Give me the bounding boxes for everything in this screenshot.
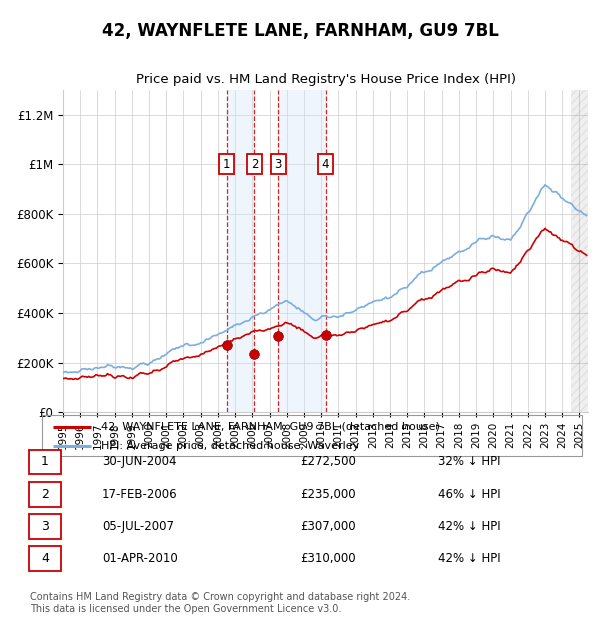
Text: Contains HM Land Registry data © Crown copyright and database right 2024.
This d: Contains HM Land Registry data © Crown c… bbox=[30, 592, 410, 614]
Text: 1: 1 bbox=[41, 456, 49, 468]
Text: 3: 3 bbox=[41, 520, 49, 533]
Text: 01-APR-2010: 01-APR-2010 bbox=[102, 552, 178, 565]
Text: 1: 1 bbox=[223, 158, 230, 170]
Text: 32% ↓ HPI: 32% ↓ HPI bbox=[438, 456, 500, 468]
Text: 42% ↓ HPI: 42% ↓ HPI bbox=[438, 552, 500, 565]
Text: 42% ↓ HPI: 42% ↓ HPI bbox=[438, 520, 500, 533]
Text: 46% ↓ HPI: 46% ↓ HPI bbox=[438, 488, 500, 500]
Text: 42, WAYNFLETE LANE, FARNHAM, GU9 7BL (detached house): 42, WAYNFLETE LANE, FARNHAM, GU9 7BL (de… bbox=[101, 422, 440, 432]
Text: 17-FEB-2006: 17-FEB-2006 bbox=[102, 488, 178, 500]
Text: £272,500: £272,500 bbox=[300, 456, 356, 468]
Text: £310,000: £310,000 bbox=[300, 552, 356, 565]
Text: 30-JUN-2004: 30-JUN-2004 bbox=[102, 456, 176, 468]
Text: HPI: Average price, detached house, Waverley: HPI: Average price, detached house, Wave… bbox=[101, 441, 359, 451]
Text: 2: 2 bbox=[251, 158, 258, 170]
Text: 4: 4 bbox=[41, 552, 49, 565]
Bar bbox=[227, 90, 254, 412]
Text: 4: 4 bbox=[322, 158, 329, 170]
Bar bbox=[278, 90, 326, 412]
Text: £235,000: £235,000 bbox=[300, 488, 356, 500]
Bar bbox=[571, 90, 588, 412]
Text: 42, WAYNFLETE LANE, FARNHAM, GU9 7BL: 42, WAYNFLETE LANE, FARNHAM, GU9 7BL bbox=[101, 22, 499, 40]
Text: 3: 3 bbox=[275, 158, 282, 170]
Title: Price paid vs. HM Land Registry's House Price Index (HPI): Price paid vs. HM Land Registry's House … bbox=[136, 73, 515, 86]
Text: £307,000: £307,000 bbox=[300, 520, 356, 533]
Text: 05-JUL-2007: 05-JUL-2007 bbox=[102, 520, 174, 533]
Text: 2: 2 bbox=[41, 488, 49, 500]
